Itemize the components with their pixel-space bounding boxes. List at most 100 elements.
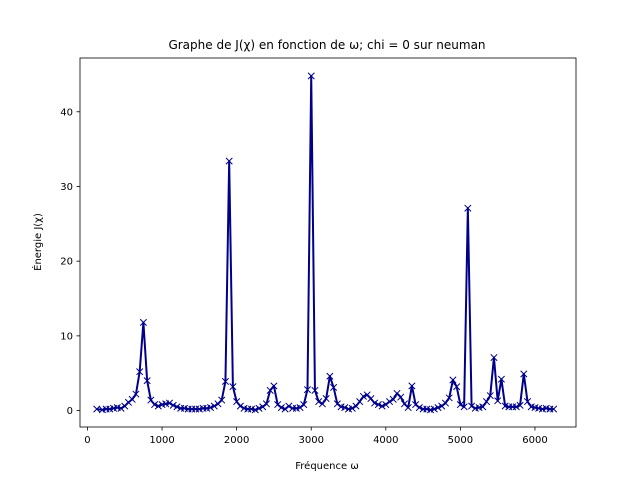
data-point — [225, 157, 233, 165]
data-point — [330, 383, 338, 391]
data-point — [274, 401, 282, 409]
data-point — [307, 72, 315, 80]
data-point — [132, 390, 140, 398]
data-point — [438, 402, 446, 410]
data-point — [389, 395, 397, 403]
data-point — [382, 401, 390, 409]
data-point — [315, 398, 323, 406]
plot-area — [79, 57, 577, 428]
y-axis-label: Énergie J(χ) — [31, 213, 44, 271]
data-point — [251, 406, 259, 414]
x-tick-label: 1000 — [149, 435, 174, 446]
data-point — [229, 383, 237, 391]
data-point — [128, 395, 136, 403]
x-tick-label: 0 — [84, 435, 90, 446]
x-tick-label: 5000 — [448, 435, 473, 446]
data-point — [430, 405, 438, 413]
data-point — [512, 403, 520, 411]
data-point — [173, 403, 181, 411]
y-tick-label: 40 — [60, 107, 73, 118]
data-point — [468, 402, 476, 410]
series-layer — [93, 72, 558, 414]
data-point — [255, 404, 263, 412]
chart-title: Graphe de J(χ) en fonction de ω; chi = 0… — [168, 38, 485, 52]
data-point — [221, 377, 229, 385]
data-point — [147, 396, 155, 404]
data-point — [341, 404, 349, 412]
data-point — [412, 401, 420, 409]
y-tick-label: 20 — [60, 257, 73, 268]
data-point — [520, 370, 528, 378]
data-point — [397, 393, 405, 401]
data-point — [445, 394, 453, 402]
data-point — [300, 401, 308, 409]
data-point — [453, 383, 461, 391]
data-point — [233, 398, 241, 406]
y-axis-ticks: 0 10 20 30 40 — [60, 107, 80, 417]
data-point — [270, 382, 278, 390]
x-tick-label: 4000 — [373, 435, 398, 446]
x-tick-label: 2000 — [224, 435, 249, 446]
y-tick-label: 10 — [60, 331, 73, 342]
data-point — [479, 403, 487, 411]
data-point — [348, 404, 356, 412]
data-point — [117, 404, 125, 412]
y-tick-label: 30 — [60, 182, 73, 193]
data-point — [136, 368, 144, 376]
x-axis-ticks: 0 1000 2000 3000 4000 5000 6000 — [84, 427, 548, 446]
data-point — [259, 403, 267, 411]
data-point — [460, 403, 468, 411]
data-point — [318, 400, 326, 408]
data-point — [277, 404, 285, 412]
data-point — [303, 386, 312, 394]
data-point — [151, 401, 159, 409]
y-tick-label: 0 — [67, 406, 73, 417]
data-point — [326, 372, 334, 380]
data-point — [206, 404, 215, 412]
data-point — [165, 399, 174, 407]
data-point — [296, 404, 304, 412]
data-point — [486, 392, 494, 400]
x-axis-label: Fréquence ω — [295, 460, 358, 472]
data-point — [352, 402, 360, 410]
data-point — [285, 402, 293, 410]
data-point — [371, 399, 379, 407]
data-point — [210, 402, 218, 410]
data-point — [333, 400, 341, 408]
data-point — [415, 404, 423, 412]
data-point — [523, 398, 532, 406]
data-point — [516, 401, 524, 409]
data-point — [311, 386, 319, 394]
data-point — [356, 398, 364, 406]
data-point — [494, 397, 502, 405]
data-point — [154, 402, 162, 410]
data-point — [143, 377, 151, 385]
data-point — [449, 376, 457, 384]
data-point — [456, 401, 464, 409]
data-point — [434, 404, 442, 412]
data-point — [262, 400, 271, 408]
data-point — [374, 401, 382, 409]
data-point — [281, 405, 289, 413]
data-point — [441, 399, 450, 407]
data-point — [550, 405, 558, 413]
data-point — [378, 402, 386, 410]
data-point — [322, 395, 330, 403]
data-point — [367, 395, 375, 403]
data-point — [482, 398, 491, 406]
x-tick-label: 6000 — [522, 435, 547, 446]
data-point — [124, 398, 133, 406]
data-point — [266, 386, 274, 394]
x-tick-label: 3000 — [298, 435, 323, 446]
data-point — [236, 402, 244, 410]
data-point — [404, 404, 412, 412]
plot-frame — [79, 57, 577, 428]
data-point — [497, 375, 505, 383]
data-point — [139, 318, 147, 326]
data-point — [464, 204, 472, 212]
data-point — [408, 382, 416, 390]
data-point — [359, 392, 367, 400]
data-point — [490, 353, 498, 362]
data-point — [169, 401, 177, 409]
